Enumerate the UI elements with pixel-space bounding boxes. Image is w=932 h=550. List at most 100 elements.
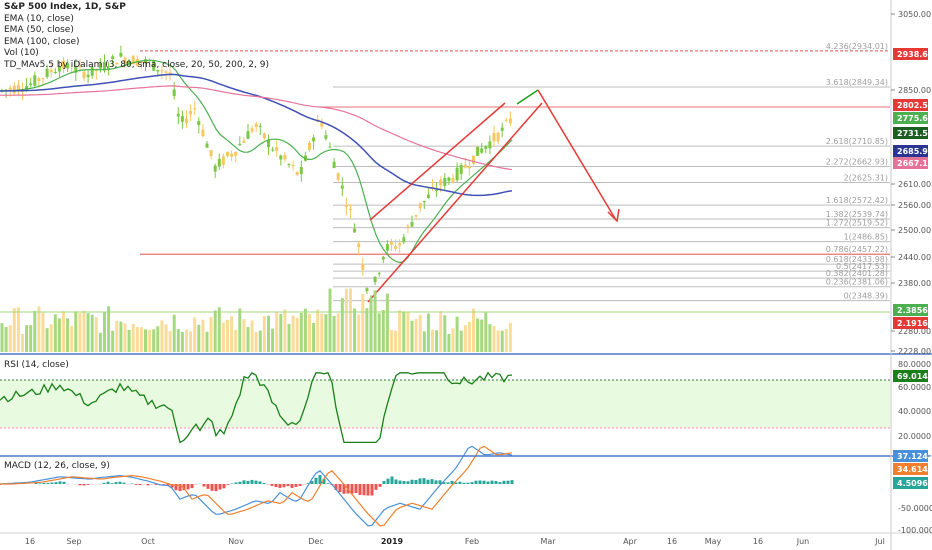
price-marker[interactable] bbox=[893, 99, 928, 111]
candle-body[interactable] bbox=[242, 140, 246, 143]
rsi-value-marker[interactable] bbox=[893, 370, 928, 382]
candle-body[interactable] bbox=[418, 203, 422, 209]
candle-body[interactable] bbox=[16, 84, 20, 92]
candle-body[interactable] bbox=[402, 237, 406, 243]
candle-body[interactable] bbox=[262, 133, 266, 139]
legend-td-mav[interactable]: TD_MAv5.5 by iDalam (3, 80, sma, close, … bbox=[4, 59, 269, 70]
candle-body[interactable] bbox=[279, 155, 283, 160]
candle-body[interactable] bbox=[480, 148, 484, 153]
candle-body[interactable] bbox=[193, 108, 197, 110]
candle-body[interactable] bbox=[496, 132, 500, 142]
price-marker[interactable] bbox=[893, 317, 928, 329]
candle-body[interactable] bbox=[123, 58, 127, 64]
candle-body[interactable] bbox=[29, 83, 33, 86]
candle-body[interactable] bbox=[390, 241, 393, 245]
candle-body[interactable] bbox=[451, 178, 455, 182]
candle-body[interactable] bbox=[156, 69, 160, 72]
candle-body[interactable] bbox=[295, 172, 299, 175]
time-axis[interactable]: 16 Sep Oct Nov Dec 2019 Feb Mar Apr 16 May 16 Jun Jul bbox=[25, 537, 885, 546]
price-marker[interactable] bbox=[893, 304, 928, 316]
candle-body[interactable] bbox=[78, 65, 82, 67]
candle-body[interactable] bbox=[74, 66, 78, 73]
macd-value-marker[interactable] bbox=[893, 463, 928, 475]
candle-body[interactable] bbox=[476, 146, 480, 156]
candle-body[interactable] bbox=[500, 127, 504, 131]
candle-body[interactable] bbox=[164, 71, 168, 73]
candle-body[interactable] bbox=[312, 137, 316, 142]
macd-signal-line[interactable] bbox=[0, 445, 513, 527]
candle-body[interactable] bbox=[201, 129, 205, 137]
candle-body[interactable] bbox=[275, 147, 279, 151]
candle-body[interactable] bbox=[472, 155, 475, 164]
candle-body[interactable] bbox=[422, 200, 426, 203]
candle-body[interactable] bbox=[57, 66, 61, 72]
candle-body[interactable] bbox=[49, 69, 53, 73]
candle-body[interactable] bbox=[340, 185, 344, 189]
candle-body[interactable] bbox=[209, 150, 213, 156]
candle-body[interactable] bbox=[443, 177, 447, 186]
legend-ema10[interactable]: EMA (10, close) bbox=[4, 13, 74, 24]
candle-body[interactable] bbox=[172, 89, 176, 96]
candle-body[interactable] bbox=[221, 156, 225, 165]
candle-body[interactable] bbox=[180, 116, 184, 122]
ema10-line[interactable] bbox=[0, 59, 513, 264]
candle-body[interactable] bbox=[168, 72, 172, 75]
candle-body[interactable] bbox=[4, 89, 8, 91]
candle-body[interactable] bbox=[258, 126, 262, 128]
candle-body[interactable] bbox=[139, 61, 143, 63]
macd-title[interactable]: MACD (12, 26, close, 9) bbox=[4, 461, 110, 471]
candle-body[interactable] bbox=[217, 158, 221, 167]
candle-body[interactable] bbox=[176, 113, 180, 117]
candle-body[interactable] bbox=[160, 70, 164, 72]
candle-body[interactable] bbox=[308, 142, 311, 150]
candle-body[interactable] bbox=[185, 118, 188, 124]
candle-body[interactable] bbox=[25, 86, 29, 91]
candle-body[interactable] bbox=[238, 143, 242, 146]
candle-body[interactable] bbox=[291, 165, 295, 167]
legend-volume[interactable]: Vol (10) bbox=[4, 48, 39, 58]
candle-body[interactable] bbox=[197, 121, 201, 126]
candle-body[interactable] bbox=[119, 52, 123, 57]
price-marker[interactable] bbox=[893, 112, 928, 124]
price-marker[interactable] bbox=[893, 145, 928, 157]
candle-body[interactable] bbox=[189, 111, 193, 115]
candle-body[interactable] bbox=[230, 153, 234, 157]
macd-value-marker[interactable] bbox=[893, 477, 928, 489]
macd-line[interactable] bbox=[0, 445, 513, 527]
candle-body[interactable] bbox=[152, 60, 156, 71]
candle-body[interactable] bbox=[508, 118, 512, 124]
candle-body[interactable] bbox=[324, 135, 328, 139]
candle-body[interactable] bbox=[135, 58, 139, 66]
candle-body[interactable] bbox=[254, 123, 258, 127]
candle-body[interactable] bbox=[344, 204, 348, 207]
ema50-line[interactable] bbox=[0, 73, 513, 197]
channel-lower-line[interactable] bbox=[367, 102, 543, 303]
price-marker[interactable] bbox=[893, 157, 928, 169]
candle-body[interactable] bbox=[45, 68, 49, 77]
macd-value-marker[interactable] bbox=[893, 450, 928, 462]
candle-body[interactable] bbox=[406, 225, 410, 227]
candle-body[interactable] bbox=[37, 78, 41, 82]
candle-body[interactable] bbox=[41, 78, 45, 80]
legend-ema50[interactable]: EMA (50, close) bbox=[4, 25, 74, 35]
candle-body[interactable] bbox=[394, 246, 398, 249]
legend-ema100[interactable]: EMA (100, close) bbox=[4, 36, 80, 47]
candle-body[interactable] bbox=[455, 167, 459, 181]
candle-body[interactable] bbox=[33, 75, 37, 86]
price-marker[interactable] bbox=[893, 127, 928, 139]
candle-body[interactable] bbox=[103, 61, 106, 71]
candle-body[interactable] bbox=[439, 179, 443, 186]
candle-body[interactable] bbox=[328, 146, 332, 148]
candle-body[interactable] bbox=[459, 164, 463, 175]
candle-body[interactable] bbox=[234, 151, 238, 156]
chart-title[interactable]: S&P 500 Index, 1D, S&P bbox=[4, 2, 126, 12]
candle-body[interactable] bbox=[365, 288, 369, 292]
candle-body[interactable] bbox=[410, 222, 414, 227]
candle-body[interactable] bbox=[361, 263, 365, 270]
candle-body[interactable] bbox=[357, 243, 361, 248]
candle-body[interactable] bbox=[53, 71, 57, 74]
candle-body[interactable] bbox=[377, 273, 381, 275]
candle-body[interactable] bbox=[98, 63, 102, 69]
channel-upper-line[interactable] bbox=[369, 102, 506, 221]
rsi-title[interactable]: RSI (14, close) bbox=[4, 360, 69, 370]
